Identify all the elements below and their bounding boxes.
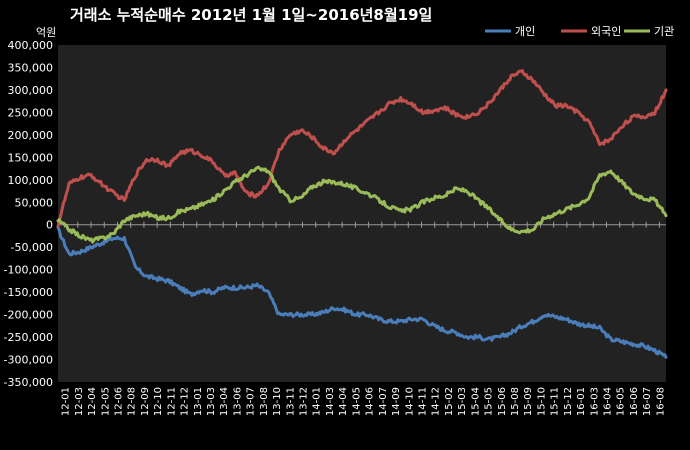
x-tick-label: 14-06: [365, 387, 376, 416]
x-tick-label: 15-09: [523, 387, 534, 416]
x-tick-label: 15-10: [536, 387, 547, 416]
legend-label: 기관: [654, 25, 674, 38]
y-tick-label: 250,000: [8, 106, 54, 119]
series-line-3: [56, 165, 668, 244]
x-tick-label: 12-12: [180, 387, 191, 416]
y-axis-unit-label: 억원: [36, 26, 56, 39]
x-tick-label: 13-06: [232, 387, 243, 416]
x-tick-label: 14-01: [312, 387, 323, 416]
x-tick-label: 15-05: [484, 387, 495, 416]
x-tick-label: 15-02: [444, 387, 455, 416]
x-axis-ticks: 12-01 12-03 12-04 12-05 12-06 12-08 12-09 12-10…: [61, 387, 667, 416]
x-tick-label: 12-06: [113, 387, 124, 416]
x-tick-label: 14-10: [404, 387, 415, 416]
x-tick-label: 14-11: [417, 387, 428, 416]
x-tick-label: 16-06: [629, 387, 640, 416]
x-tick-label: 12-05: [100, 387, 111, 416]
y-tick-label: -150,000: [4, 286, 53, 299]
zero-line-group: [58, 221, 666, 228]
x-tick-label: 13-01: [193, 387, 204, 416]
y-tick-label: 300,000: [8, 84, 54, 97]
y-tick-label: -50,000: [11, 241, 53, 254]
x-tick-label: 13-08: [259, 387, 270, 416]
x-tick-label: 12-11: [166, 387, 177, 416]
legend-label: 개인: [515, 25, 535, 38]
x-tick-label: 16-08: [655, 387, 666, 416]
x-tick-label: 13-11: [285, 387, 296, 416]
series-line-2: [56, 69, 668, 228]
x-tick-label: 14-12: [431, 387, 442, 416]
x-tick-label: 12-08: [127, 387, 138, 416]
y-tick-label: -100,000: [4, 264, 53, 277]
x-tick-label: 13-10: [272, 387, 283, 416]
legend-label: 외국인: [591, 25, 621, 38]
y-tick-label: 400,000: [8, 39, 54, 52]
x-tick-label: 12-01: [61, 387, 72, 416]
x-tick-label: 15-12: [563, 387, 574, 416]
x-tick-label: 15-04: [470, 387, 481, 416]
legend: 개인 외국인 기관: [485, 25, 674, 38]
x-tick-label: 12-04: [87, 387, 98, 416]
x-tick-label: 12-09: [140, 387, 151, 416]
y-tick-label: -200,000: [4, 309, 53, 322]
x-tick-label: 15-06: [497, 387, 508, 416]
x-tick-label: 14-07: [378, 387, 389, 416]
x-tick-label: 13-07: [246, 387, 257, 416]
x-tick-label: 13-04: [219, 387, 230, 416]
x-tick-label: 12-10: [153, 387, 164, 416]
x-tick-label: 16-03: [589, 387, 600, 416]
x-tick-label: 16-01: [576, 387, 587, 416]
y-tick-label: 150,000: [8, 151, 54, 164]
y-tick-label: 0: [46, 219, 53, 232]
chart-title: 거래소 누적순매수 2012년 1월 1일~2016년8월19일: [70, 6, 432, 24]
x-tick-label: 12-03: [74, 387, 85, 416]
x-tick-label: 15-11: [550, 387, 561, 416]
y-axis-ticks: 400,000 350,000 300,000 250,000 200,000 150,0…: [4, 39, 53, 389]
x-tick-label: 14-04: [338, 387, 349, 416]
y-tick-label: 50,000: [15, 196, 54, 209]
x-tick-label: 15-03: [457, 387, 468, 416]
plot-area: [58, 45, 666, 382]
x-tick-label: 14-05: [351, 387, 362, 416]
x-tick-label: 14-09: [391, 387, 402, 416]
y-tick-label: -250,000: [4, 331, 53, 344]
x-tick-label: 13-03: [206, 387, 217, 416]
y-tick-label: -350,000: [4, 376, 53, 389]
y-tick-label: 200,000: [8, 129, 54, 142]
x-tick-label: 13-12: [299, 387, 310, 416]
x-tick-label: 16-07: [642, 387, 653, 416]
y-tick-label: 350,000: [8, 61, 54, 74]
series-line-1: [56, 226, 668, 359]
x-tick-label: 16-04: [603, 387, 614, 416]
x-tick-label: 16-05: [616, 387, 627, 416]
series-group: [56, 69, 668, 359]
y-tick-label: 100,000: [8, 174, 54, 187]
y-tick-label: -300,000: [4, 354, 53, 367]
x-tick-label: 14-03: [325, 387, 336, 416]
x-tick-label: 15-08: [510, 387, 521, 416]
